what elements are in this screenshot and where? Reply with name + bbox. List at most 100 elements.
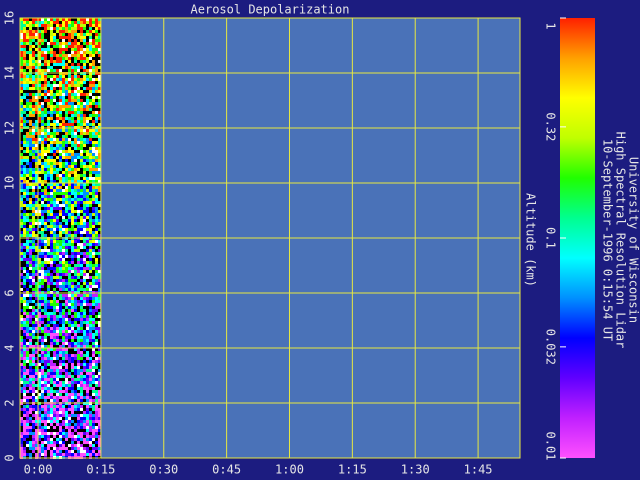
texture-cell — [41, 123, 44, 126]
texture-cell — [47, 201, 50, 204]
texture-cell — [59, 114, 62, 117]
texture-cell — [44, 234, 47, 237]
texture-cell — [92, 306, 95, 309]
texture-cell — [86, 411, 89, 414]
texture-cell — [65, 348, 68, 351]
texture-cell — [68, 390, 71, 393]
texture-cell — [95, 429, 98, 432]
texture-cell — [74, 207, 77, 210]
texture-cell — [98, 267, 101, 270]
texture-cell — [65, 423, 68, 426]
texture-cell — [47, 405, 50, 408]
texture-cell — [35, 54, 38, 57]
texture-cell — [47, 267, 50, 270]
texture-cell — [59, 426, 62, 429]
texture-cell — [95, 297, 98, 300]
texture-cell — [68, 222, 71, 225]
texture-cell — [95, 54, 98, 57]
texture-cell — [44, 267, 47, 270]
texture-cell — [74, 249, 77, 252]
texture-cell — [32, 90, 35, 93]
texture-cell — [95, 138, 98, 141]
texture-cell — [68, 180, 71, 183]
texture-cell — [50, 414, 53, 417]
texture-cell — [71, 324, 74, 327]
texture-cell — [74, 297, 77, 300]
texture-cell — [92, 315, 95, 318]
texture-cell — [95, 339, 98, 342]
texture-cell — [44, 294, 47, 297]
texture-cell — [53, 282, 56, 285]
texture-cell — [83, 270, 86, 273]
texture-cell — [47, 441, 50, 444]
texture-cell — [29, 225, 32, 228]
texture-cell — [86, 234, 89, 237]
texture-cell — [44, 417, 47, 420]
texture-cell — [20, 150, 23, 153]
texture-cell — [68, 249, 71, 252]
texture-cell — [47, 114, 50, 117]
texture-cell — [77, 297, 80, 300]
texture-cell — [35, 336, 38, 339]
texture-cell — [59, 267, 62, 270]
texture-cell — [50, 420, 53, 423]
texture-cell — [23, 168, 26, 171]
texture-cell — [56, 132, 59, 135]
texture-cell — [92, 375, 95, 378]
texture-cell — [41, 417, 44, 420]
texture-cell — [98, 348, 101, 351]
texture-cell — [50, 309, 53, 312]
texture-cell — [35, 285, 38, 288]
texture-cell — [20, 93, 23, 96]
texture-cell — [62, 414, 65, 417]
texture-cell — [41, 141, 44, 144]
texture-cell — [62, 315, 65, 318]
texture-cell — [41, 273, 44, 276]
texture-cell — [68, 48, 71, 51]
texture-cell — [32, 360, 35, 363]
texture-cell — [56, 135, 59, 138]
texture-cell — [26, 138, 29, 141]
texture-cell — [23, 96, 26, 99]
texture-cell — [77, 45, 80, 48]
texture-cell — [41, 93, 44, 96]
texture-cell — [35, 219, 38, 222]
texture-cell — [29, 261, 32, 264]
texture-cell — [53, 195, 56, 198]
texture-cell — [41, 423, 44, 426]
texture-cell — [98, 24, 101, 27]
texture-cell — [41, 174, 44, 177]
texture-cell — [77, 333, 80, 336]
texture-cell — [83, 294, 86, 297]
texture-cell — [71, 57, 74, 60]
texture-cell — [38, 129, 41, 132]
texture-cell — [53, 189, 56, 192]
texture-cell — [83, 231, 86, 234]
texture-cell — [53, 435, 56, 438]
texture-cell — [38, 303, 41, 306]
texture-cell — [47, 195, 50, 198]
texture-cell — [50, 378, 53, 381]
texture-cell — [98, 312, 101, 315]
texture-cell — [44, 180, 47, 183]
texture-cell — [50, 198, 53, 201]
texture-cell — [74, 36, 77, 39]
texture-cell — [20, 21, 23, 24]
texture-cell — [53, 213, 56, 216]
texture-cell — [86, 321, 89, 324]
texture-cell — [32, 282, 35, 285]
texture-cell — [23, 357, 26, 360]
texture-cell — [71, 426, 74, 429]
texture-cell — [50, 39, 53, 42]
texture-cell — [32, 420, 35, 423]
texture-cell — [53, 132, 56, 135]
texture-cell — [65, 246, 68, 249]
texture-cell — [38, 171, 41, 174]
texture-cell — [23, 42, 26, 45]
texture-cell — [44, 111, 47, 114]
texture-cell — [38, 138, 41, 141]
texture-cell — [38, 150, 41, 153]
texture-cell — [41, 207, 44, 210]
texture-cell — [80, 30, 83, 33]
